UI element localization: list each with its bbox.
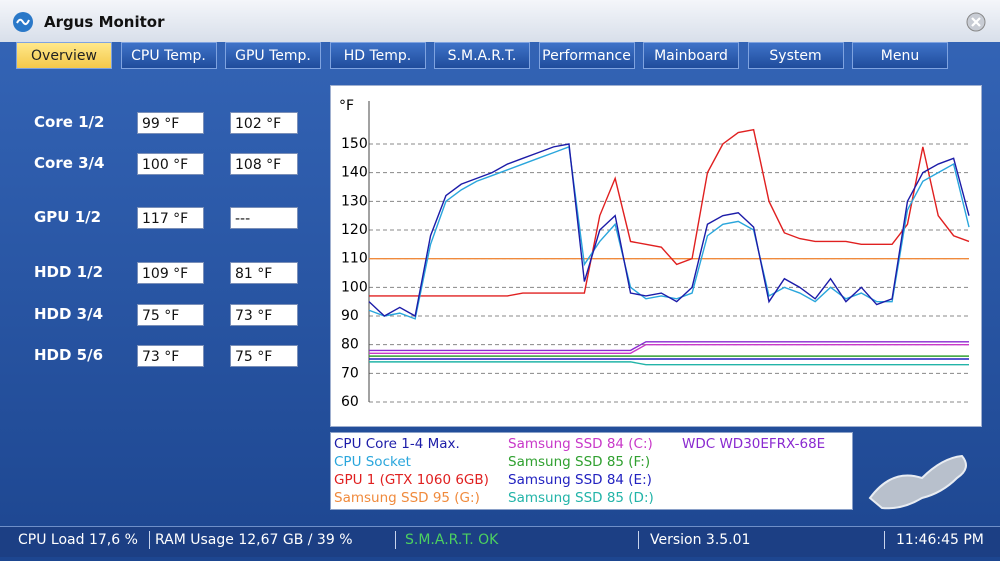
legend-entry: GPU 1 (GTX 1060 6GB) [334,472,489,488]
sensor-value: 73 °F [137,345,204,367]
y-tick-label: 150 [341,136,368,152]
legend-entry: Samsung SSD 84 (C:) [508,436,653,452]
y-tick-label: 80 [341,337,359,353]
tab[interactable]: Mainboard [643,42,739,69]
status-text: S.M.A.R.T. OK [405,532,499,548]
legend-entry: Samsung SSD 85 (D:) [508,490,654,506]
sensor-value: 99 °F [137,112,204,134]
tab[interactable]: Performance [538,42,635,69]
close-button[interactable] [966,12,986,32]
status-text: Version 3.5.01 [650,532,751,548]
legend-entry: Samsung SSD 85 (F:) [508,454,651,470]
separator [149,531,150,549]
sensor-value: --- [230,207,298,229]
y-tick-label: 70 [341,365,359,381]
separator [395,531,396,549]
tab[interactable]: CPU Temp. [120,42,217,69]
tab[interactable]: Menu [852,42,948,69]
sensor-label: HDD 1/2 [34,263,104,281]
sensor-label: HDD 5/6 [34,346,104,364]
temperature-chart: °F 60 70 80 90 100 110 120 130 140 150 [330,85,982,427]
sensor-value: 109 °F [137,262,204,284]
legend-entry: WDC WD30EFRX-68E [682,436,826,452]
tab[interactable]: HD Temp. [329,42,426,69]
series-line [369,343,969,354]
status-bar [0,526,1000,557]
sensor-label: Core 3/4 [34,154,105,172]
sensor-value: 102 °F [230,112,298,134]
sensor-value: 75 °F [137,304,204,326]
legend-entry: CPU Core 1-4 Max. [334,436,460,452]
sensor-value: 108 °F [230,153,298,175]
series-line [368,143,970,318]
app-icon [13,12,33,32]
series-line [368,145,970,320]
legend-entry: Samsung SSD 84 (E:) [508,472,652,488]
series-line [369,128,970,297]
y-tick-label: 110 [341,251,368,267]
sensor-label: HDD 3/4 [34,305,104,323]
sensor-label: Core 1/2 [34,113,105,131]
status-text: RAM Usage 12,67 GB / 39 % [155,532,353,548]
tab[interactable]: GPU Temp. [225,42,321,69]
sensor-value: 117 °F [137,207,204,229]
separator [638,531,639,549]
separator [884,531,885,549]
sensor-value: 73 °F [230,304,298,326]
y-tick-label: 140 [341,165,368,181]
y-tick-label: 130 [341,193,368,209]
tab[interactable]: Overview [16,42,112,69]
legend-entry: Samsung SSD 95 (G:) [334,490,480,506]
status-text: 11:46:45 PM [896,532,984,548]
sensor-value: 81 °F [230,262,298,284]
logo [868,454,967,510]
status-text: CPU Load 17,6 % [18,532,138,548]
y-tick-label: 60 [341,394,359,410]
tab[interactable]: S.M.A.R.T. [434,42,530,69]
legend-entry: CPU Socket [334,454,411,470]
sensor-value: 100 °F [137,153,204,175]
series-line [369,341,969,352]
y-tick-label: 120 [341,222,368,238]
tab[interactable]: System [747,42,844,69]
title-bar [0,0,1000,42]
y-tick-label: 100 [341,279,368,295]
window-title: Argus Monitor [44,13,165,31]
y-tick-label: 90 [341,308,359,324]
y-axis-label: °F [339,98,354,114]
sensor-value: 75 °F [230,345,298,367]
series-line [369,361,969,366]
sensor-label: GPU 1/2 [34,208,102,226]
legend: CPU Core 1-4 Max. CPU Socket GPU 1 (GTX 10… [330,432,853,510]
